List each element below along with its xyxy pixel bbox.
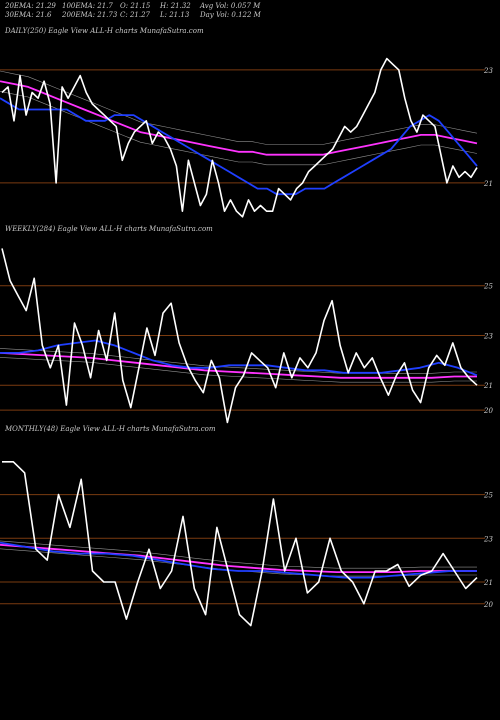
daily-series-ema-fast: [0, 97, 478, 196]
header-ema200: 200EMA: 21.73: [62, 11, 118, 19]
header-ema100: 100EMA: 21.7: [62, 2, 113, 10]
monthly-tick-label: 23: [483, 535, 493, 543]
header-ema20: 20EMA: 21.29: [5, 2, 56, 10]
monthly-panel-title: MONTHLY(48) Eagle View ALL-H charts Muna…: [5, 425, 216, 433]
monthly-tick-label: 20: [483, 601, 493, 609]
header-close: C: 21.27: [120, 11, 150, 19]
weekly-series-ema-slow: [0, 352, 477, 379]
daily-series-ema-slow: [0, 80, 478, 156]
header-day-vol: Day Vol: 0.122 M: [200, 11, 261, 19]
weekly-series-price: [1, 248, 478, 424]
daily-panel-title: DAILY(250) Eagle View ALL-H charts Munaf…: [5, 27, 204, 35]
header-low: L: 21.13: [160, 11, 190, 19]
weekly-tick-label: 23: [483, 332, 493, 340]
weekly-panel-title: WEEKLY(284) Eagle View ALL-H charts Muna…: [5, 225, 213, 233]
header-ema30: 30EMA: 21.6: [5, 11, 52, 19]
weekly-tick-label: 21: [483, 382, 493, 390]
monthly-tick-label: 21: [483, 579, 493, 587]
weekly-tick-label: 25: [483, 283, 493, 291]
header-open: O: 21.15: [120, 2, 151, 10]
header-avg-vol: Avg Vol: 0.057 M: [200, 2, 261, 10]
weekly-series-ema-fast: [0, 339, 478, 377]
monthly-series-price: [2, 460, 478, 627]
monthly-series-ema-slow: [0, 543, 477, 573]
weekly-tick-label: 20: [483, 407, 493, 415]
monthly-ema-band: [0, 540, 477, 569]
monthly-tick-label: 25: [483, 492, 493, 500]
daily-ema-band: [0, 70, 478, 145]
monthly-series-ema-fast: [0, 541, 477, 579]
header-high: H: 21.32: [160, 2, 191, 10]
daily-tick-label: 21: [483, 180, 493, 188]
daily-series-price: [1, 57, 478, 218]
weekly-ema-band: [0, 357, 477, 383]
daily-tick-label: 23: [483, 67, 493, 75]
